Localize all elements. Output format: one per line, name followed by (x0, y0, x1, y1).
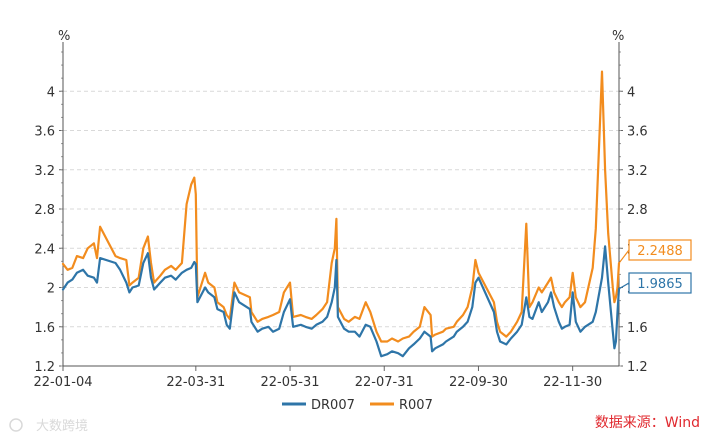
x-tick-label: 22-09-30 (449, 375, 508, 390)
y-tick-label-left: 1.6 (34, 321, 55, 336)
data-source-note: 数据来源：Wind (595, 415, 700, 431)
y-tick-label-left: 1.2 (34, 360, 55, 375)
y-unit-left: % (58, 29, 70, 44)
watermark-text: 大数跨境 (36, 419, 88, 434)
end-label-box (628, 272, 692, 294)
y-tick-label-left: 2.8 (34, 203, 55, 218)
grid-lines: 1.21.21.61.6222.42.42.82.83.23.23.63.644… (33, 51, 648, 390)
end-value-dr007: 1.9865 (637, 277, 683, 292)
x-tick-label: 22-11-30 (543, 375, 602, 390)
x-tick-label: 22-07-31 (355, 375, 414, 390)
y-tick-label-right: 3.2 (627, 164, 648, 179)
y-tick-label-right: 1.2 (627, 360, 648, 375)
y-tick-label-right: 2.8 (627, 203, 648, 218)
series-line-r007 (61, 70, 621, 343)
end-value-r007: 2.2488 (637, 244, 683, 259)
y-tick-label-left: 2.4 (34, 242, 55, 257)
y-tick-label-left: 4 (47, 85, 55, 100)
legend: DR007 R007 (282, 398, 433, 413)
y-tick-label-right: 3.6 (627, 125, 648, 140)
watermark: 大数跨境 (9, 418, 88, 434)
y-tick-label-right: 1.6 (627, 321, 648, 336)
x-tick-label: 22-05-31 (261, 375, 320, 390)
watermark-logo-icon (9, 418, 23, 432)
y-unit-right: % (612, 29, 624, 44)
legend-label-dr007: DR007 (311, 398, 355, 413)
y-tick-label-left: 2 (47, 282, 55, 297)
series-line-dr007 (61, 245, 621, 358)
end-value-labels: 1.9865 2.2488 (618, 239, 692, 294)
y-tick-label-right: 4 (627, 85, 635, 100)
x-tick-label: 22-01-04 (33, 375, 92, 390)
axes: % % (58, 29, 624, 367)
y-tick-label-left: 3.2 (34, 164, 55, 179)
legend-label-r007: R007 (399, 398, 433, 413)
end-label-box (628, 239, 692, 261)
y-tick-label-left: 3.6 (34, 125, 55, 140)
series-lines (61, 70, 621, 358)
x-tick-label: 22-03-31 (166, 375, 225, 390)
